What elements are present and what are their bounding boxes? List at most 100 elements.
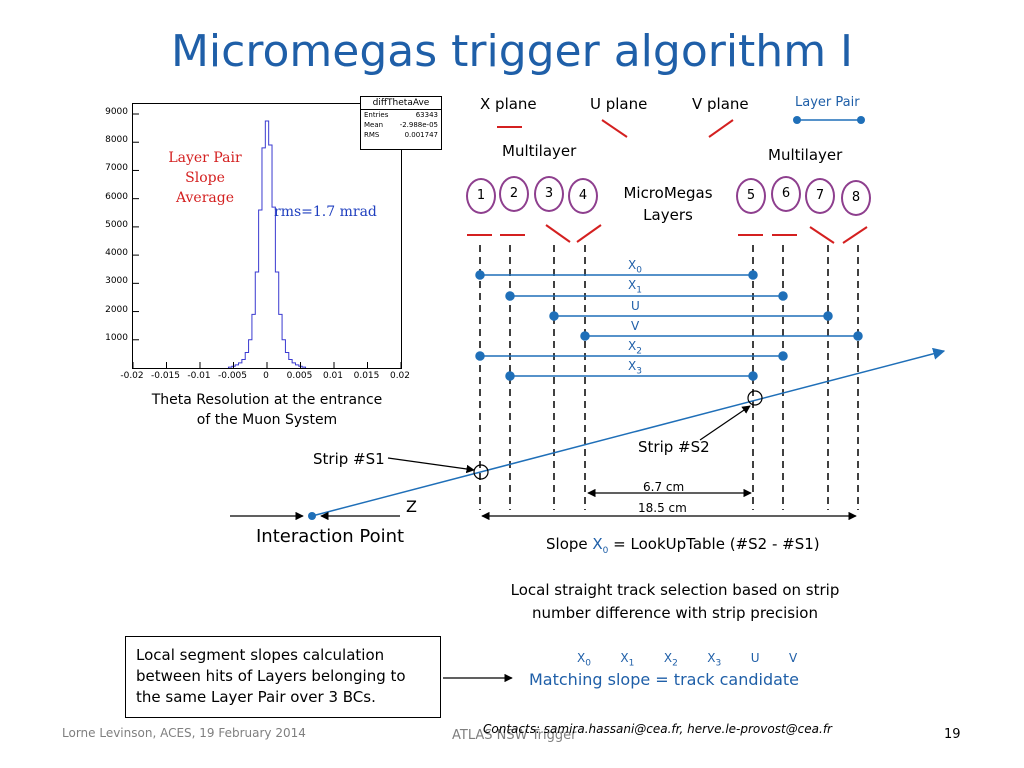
x-tick-label: -0.01 [187, 371, 211, 381]
layer-pair-legend-label: Layer Pair [795, 95, 860, 110]
slide-title: Micromegas trigger algorithm I [170, 26, 854, 77]
caption-line: Theta Resolution at the entrance [151, 392, 383, 408]
layer-7: 7 [805, 178, 835, 214]
histogram-caption: Theta Resolution at the entrance of the … [140, 390, 394, 430]
u-plane-label: U plane [590, 95, 648, 113]
y-tick-label: 2000 [105, 304, 128, 315]
layer-orientation-marks [467, 224, 868, 244]
histogram-stats-box: diffThetaAve Entries 63343 Mean -2.988e-05… [360, 96, 442, 150]
stats-label: RMS [364, 131, 380, 139]
x-tick-label: -0.015 [150, 371, 180, 381]
slope-prefix: Slope [546, 535, 593, 553]
layer-dashed-lines [479, 245, 859, 510]
match-name: U [750, 651, 760, 665]
x-plane-label: X plane [480, 95, 537, 113]
x-tick-label: 0 [263, 371, 269, 381]
page-number: 19 [944, 727, 961, 742]
stats-label: Entries [364, 111, 389, 119]
pair-sub: 2 [636, 346, 642, 357]
layer-6: 6 [771, 176, 801, 212]
slope-sub: 0 [602, 546, 609, 556]
note-line: Local segment slopes calculation [136, 646, 385, 664]
match-name: V [788, 651, 798, 665]
match-sub: 3 [715, 658, 722, 669]
x-tick-label: -0.005 [217, 371, 247, 381]
stats-value: 0.001747 [404, 131, 438, 139]
match-name: X [663, 651, 673, 665]
layer-2: 2 [499, 176, 529, 212]
local-track-line: number difference with strip precision [532, 604, 818, 622]
distance-short-label: 6.7 cm [643, 480, 685, 494]
histogram-frame [132, 103, 402, 369]
histogram-plot [133, 113, 401, 368]
y-tick-label: 7000 [105, 163, 128, 174]
layer-8: 8 [841, 180, 871, 216]
strip-s2-label: Strip #S2 [638, 438, 710, 456]
y-tick-label: 1000 [105, 332, 128, 343]
histogram-outline [227, 120, 307, 368]
stats-row-rms: RMS 0.001747 [361, 130, 441, 140]
x-tick-label: 0.005 [286, 371, 313, 381]
multilayer-left-label: Multilayer [502, 142, 577, 160]
layer-pair-legend-line [793, 116, 865, 124]
pair-sub: 0 [636, 265, 642, 276]
match-name: X [577, 651, 586, 665]
micromegas-line: MicroMegas [623, 184, 713, 202]
pair-name: X [628, 339, 637, 353]
pair-name: X [628, 278, 637, 292]
local-track-line: Local straight track selection based on … [510, 581, 840, 599]
stats-label: Mean [364, 121, 384, 129]
slope-var: X [592, 535, 603, 553]
stats-row-mean: Mean -2.988e-05 [361, 120, 441, 130]
layer-4: 4 [568, 178, 598, 214]
match-sub: 1 [628, 658, 635, 669]
pair-label-x0: X0 [628, 258, 642, 275]
micromegas-line: Layers [643, 206, 693, 224]
pair-sub: 1 [636, 285, 642, 296]
footer-contacts: Contacts: samira.hassani@cea.fr, herve.l… [483, 722, 832, 736]
multilayer-right-label: Multilayer [768, 146, 843, 164]
strip-s1-label: Strip #S1 [313, 450, 385, 468]
annotation-line: Slope [185, 170, 225, 186]
match-name: X [620, 651, 629, 665]
rms-label: rms=1.7 mrad [274, 204, 377, 220]
caption-line: of the Muon System [196, 412, 338, 428]
z-axis-label: Z [406, 497, 417, 516]
micromegas-label: MicroMegas Layers [608, 182, 728, 226]
y-tick-label: 3000 [105, 276, 128, 287]
slope-formula: Slope X0 = LookUpTable (#S2 - #S1) [546, 535, 820, 556]
plane-marks [497, 119, 734, 138]
distance-long-label: 18.5 cm [638, 501, 687, 515]
match-sub: 0 [585, 658, 591, 669]
annotation-arrows [230, 405, 857, 683]
x-tick-label: 0.02 [389, 371, 411, 381]
u-plane-mark [601, 119, 628, 138]
x-tick-label: 0.015 [353, 371, 380, 381]
note-line: between hits of Layers belonging to [136, 667, 406, 685]
pair-sub: 3 [636, 366, 642, 377]
interaction-point-label: Interaction Point [256, 526, 405, 547]
stats-value: 63343 [415, 111, 438, 119]
match-name: X [707, 651, 716, 665]
pair-name: V [631, 319, 640, 333]
local-track-text: Local straight track selection based on … [480, 579, 870, 625]
segment-slopes-note: Local segment slopes calculation between… [125, 636, 441, 718]
pair-label-x3: X3 [628, 359, 642, 376]
stats-value: -2.988e-05 [399, 121, 438, 129]
pair-name: U [631, 299, 640, 313]
x-tick-label: 0.01 [322, 371, 344, 381]
annotation-line: Average [175, 190, 235, 206]
pair-label-v: V [631, 319, 639, 333]
note-line: the same Layer Pair over 3 BCs. [136, 688, 376, 706]
pair-label-u: U [631, 299, 640, 313]
y-tick-label: 9000 [105, 107, 128, 117]
stats-title: diffThetaAve [361, 97, 441, 110]
layer-pair-connections [475, 270, 863, 381]
x-tick-label: -0.02 [120, 371, 144, 381]
v-plane-label: V plane [692, 95, 749, 113]
v-plane-mark [708, 119, 734, 138]
layer-5: 5 [736, 178, 766, 214]
layer-1: 1 [466, 178, 496, 214]
y-tick-label: 8000 [105, 135, 128, 146]
